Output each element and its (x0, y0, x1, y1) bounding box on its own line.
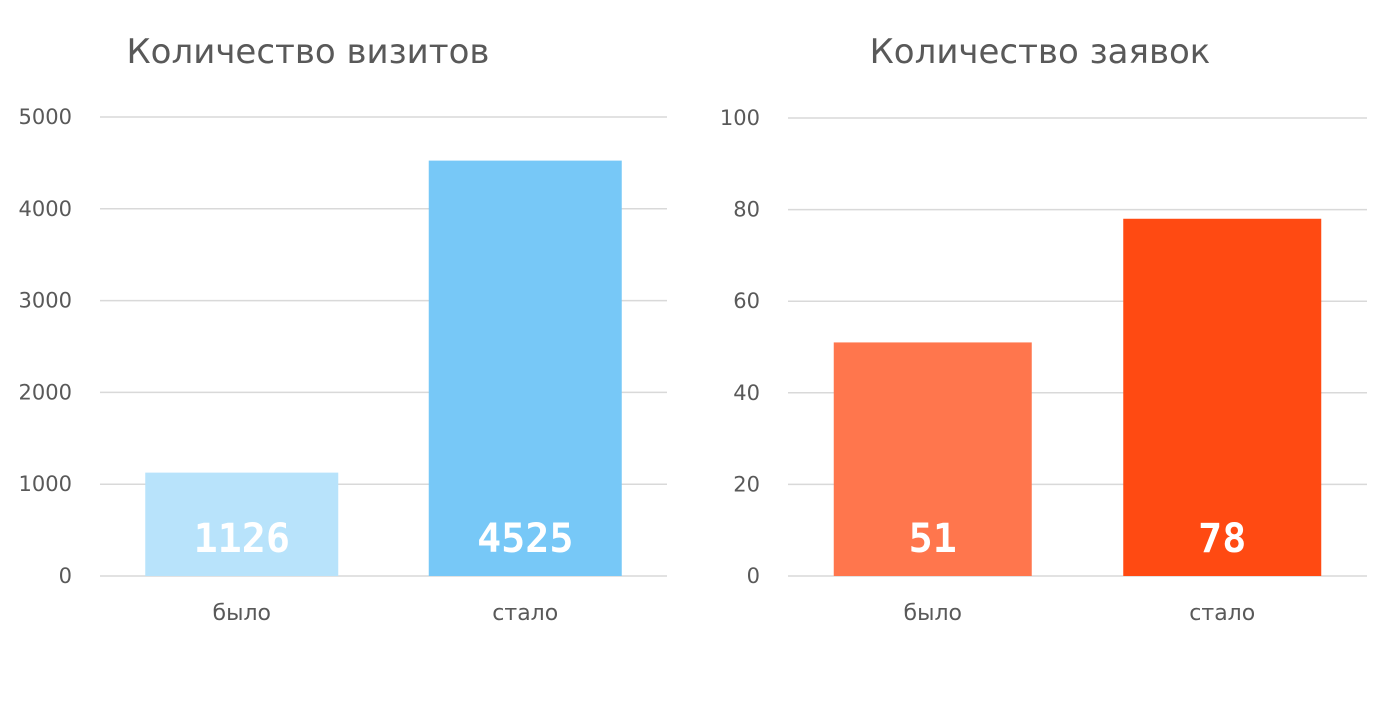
y-tick-label: 1000 (19, 472, 72, 496)
data-label: 78 (1198, 516, 1246, 562)
bar-стало (1123, 218, 1322, 576)
y-tick-label: 0 (747, 564, 760, 588)
x-category-label: стало (1189, 601, 1255, 626)
visits-chart-plot: 0 1000 2000 3000 4000 5000 1126 было 4525 стало (19, 105, 667, 626)
requests-chart-title: Количество заявок (869, 32, 1211, 72)
requests-chart: Количество заявок 0 20 40 60 80 100 51 было 78 ст… (690, 0, 1400, 702)
y-tick-label: 80 (733, 198, 760, 222)
y-tick-label: 5000 (19, 105, 72, 129)
y-tick-label: 20 (733, 472, 760, 496)
y-tick-label: 100 (720, 106, 760, 130)
requests-chart-plot: 0 20 40 60 80 100 51 было 78 стало (720, 106, 1367, 626)
bar-было (833, 342, 1032, 576)
y-tick-label: 0 (59, 564, 72, 588)
y-tick-label: 3000 (19, 289, 72, 313)
data-label: 1126 (194, 516, 290, 562)
y-tick-label: 2000 (19, 380, 72, 404)
visits-chart-title: Количество визитов (126, 32, 490, 72)
y-tick-label: 4000 (19, 197, 72, 221)
bar-стало (428, 160, 622, 577)
y-tick-label: 40 (733, 381, 760, 405)
x-category-label: было (904, 601, 962, 626)
x-category-label: стало (492, 601, 558, 626)
y-tick-label: 60 (733, 289, 760, 313)
bar-было (145, 472, 339, 576)
data-label: 51 (909, 516, 957, 562)
x-category-label: было (213, 601, 271, 626)
visits-chart: Количество визитов 0 1000 2000 3000 4000 5000… (0, 0, 690, 702)
data-label: 4525 (477, 516, 573, 562)
